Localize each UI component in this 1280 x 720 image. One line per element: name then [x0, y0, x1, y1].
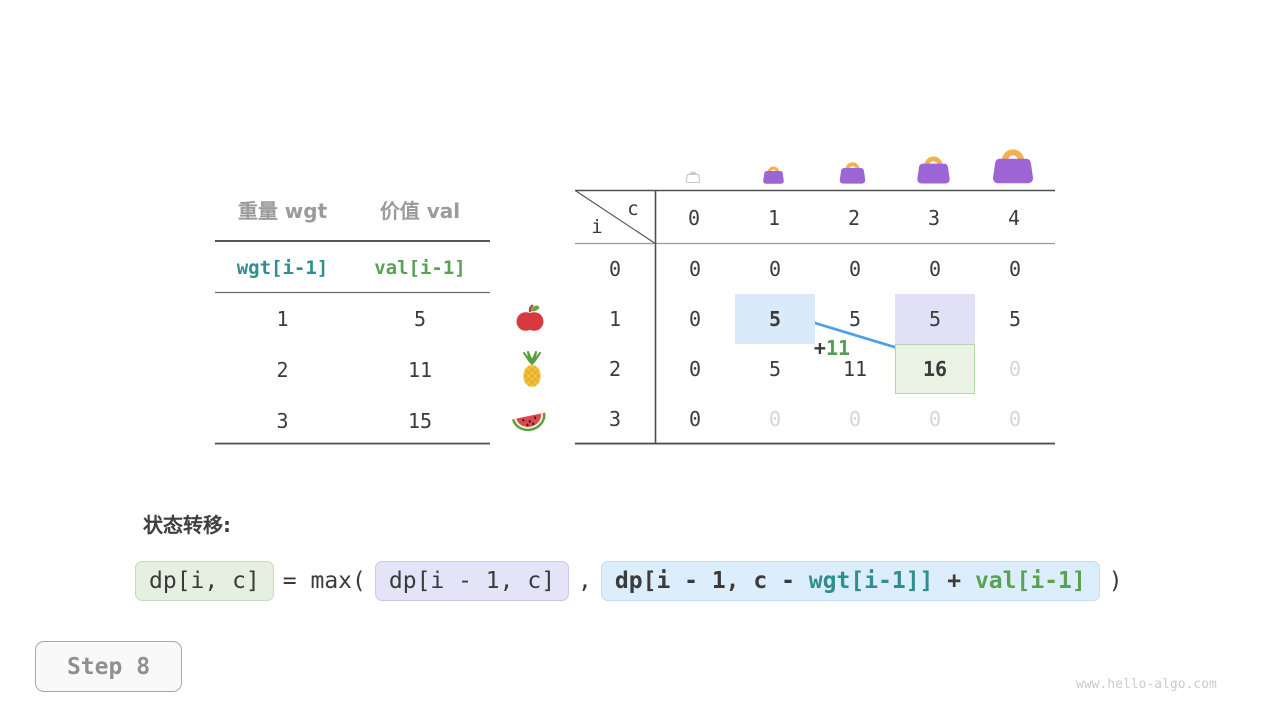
formula-arg2-part: wgt[i-1]]: [808, 568, 934, 594]
dp-cell: 0: [928, 257, 942, 281]
dp-cell: 0: [768, 407, 782, 431]
annotation-plus: +: [813, 336, 826, 360]
bag-xlarge-icon: [993, 149, 1033, 184]
formula-arg2-part: dp[i - 1, c -: [614, 568, 809, 594]
watermark: www.hello-algo.com: [1076, 677, 1217, 692]
state-transition-formula: dp[i, c] = max( dp[i - 1, c] , dp[i - 1,…: [135, 561, 1123, 601]
formula-arg2-part: +: [933, 568, 975, 594]
items-table-wgt-var: wgt[i-1]: [236, 257, 329, 279]
bag-small-icon: [763, 166, 784, 184]
dp-row-header: 1: [608, 307, 622, 331]
items-row-value: 15: [407, 409, 433, 433]
items-table-col-weight-header: 重量 wgt: [237, 199, 328, 223]
dp-cell: 0: [688, 357, 702, 381]
dp-col-header: 0: [687, 206, 701, 230]
bag-outline-icon: [685, 171, 701, 183]
dp-cell: 5: [1008, 307, 1022, 331]
dp-cell: 0: [688, 407, 702, 431]
dp-cell: 16: [895, 344, 975, 394]
dp-row-header: 3: [608, 407, 622, 431]
bag-medium-icon: [839, 162, 866, 184]
pineapple-icon: [523, 351, 541, 387]
dp-cell: 11: [842, 357, 868, 381]
dp-cell: 0: [688, 257, 702, 281]
dp-col-header: 4: [1007, 206, 1021, 230]
items-row-weight: 1: [276, 307, 289, 331]
formula-close-paren: ): [1108, 568, 1123, 594]
dp-col-header: 1: [767, 206, 781, 230]
dp-cell: 0: [848, 257, 862, 281]
dp-cell: 5: [768, 357, 782, 381]
dp-corner-c-label: c: [627, 198, 639, 220]
dp-cell: 0: [928, 407, 942, 431]
dp-col-header: 3: [927, 206, 941, 230]
formula-arg2-box: dp[i - 1, c - wgt[i-1]] + val[i-1]: [600, 561, 1100, 601]
dp-col-header: 2: [847, 206, 861, 230]
dp-cell: 0: [1008, 407, 1022, 431]
dp-cell: 0: [848, 407, 862, 431]
watermelon-icon: [511, 412, 546, 432]
step-badge: Step 8: [35, 641, 182, 692]
dp-cell: 0: [1008, 257, 1022, 281]
dp-corner-i-label: i: [591, 216, 603, 238]
formula-lhs-box: dp[i, c]: [135, 561, 274, 601]
items-row-weight: 2: [276, 358, 289, 382]
formula-max-open: = max(: [282, 568, 366, 594]
dp-cell: 5: [735, 294, 815, 344]
dp-cell: 5: [848, 307, 862, 331]
dp-row-header: 2: [608, 357, 622, 381]
dp-cell: 0: [768, 257, 782, 281]
items-table-col-value-header: 价值 val: [379, 199, 461, 223]
items-row-weight: 3: [276, 409, 289, 433]
formula-comma: ,: [578, 568, 592, 594]
formula-arg2-part: val[i-1]: [974, 568, 1086, 594]
transition-add-annotation: +11: [808, 338, 856, 358]
dp-cell: 0: [1008, 357, 1022, 381]
dp-cell: 0: [688, 307, 702, 331]
formula-arg1-box: dp[i - 1, c]: [374, 561, 570, 601]
items-row-value: 5: [413, 307, 427, 331]
bag-large-icon: [917, 156, 950, 184]
dp-cell: 5: [895, 294, 975, 344]
dp-row-header: 0: [608, 257, 622, 281]
state-transition-heading: 状态转移:: [143, 513, 231, 537]
step-badge-label: Step 8: [66, 653, 151, 680]
items-row-value: 11: [407, 358, 433, 382]
apple-icon: [516, 304, 544, 331]
items-table-val-var: val[i-1]: [374, 257, 466, 279]
annotation-value: 11: [825, 336, 851, 360]
